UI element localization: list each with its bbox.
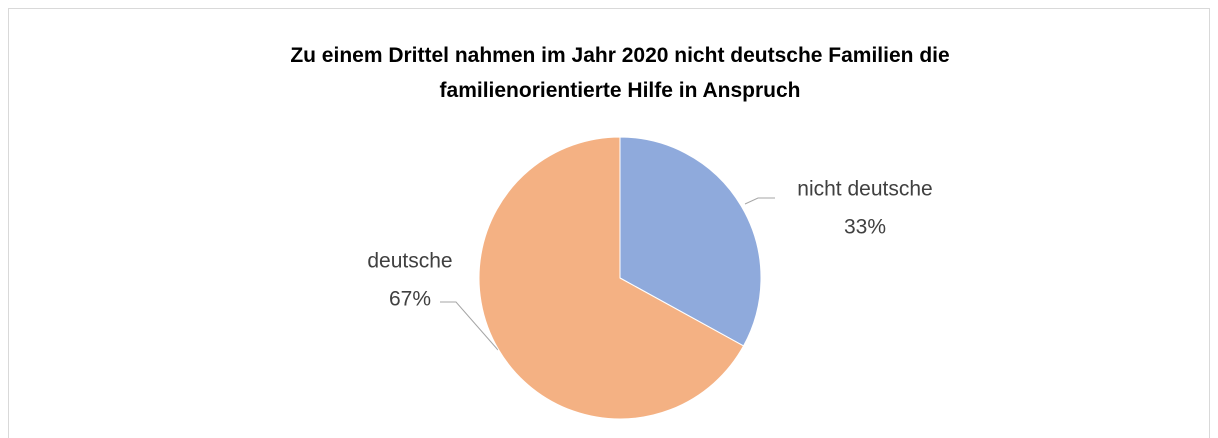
slice-label: nicht deutsche — [797, 178, 932, 201]
pie-slice — [619, 136, 762, 347]
leader-line — [744, 197, 775, 205]
slice-value-label: 33% — [844, 216, 886, 239]
chart-title: Zu einem Drittel nahmen im Jahr 2020 nic… — [290, 44, 950, 102]
leader-line — [440, 301, 499, 351]
slice-value-label: 67% — [389, 288, 431, 311]
slice-label: deutsche — [367, 250, 452, 273]
pie-slice — [478, 136, 745, 420]
chart-border — [8, 8, 1210, 438]
